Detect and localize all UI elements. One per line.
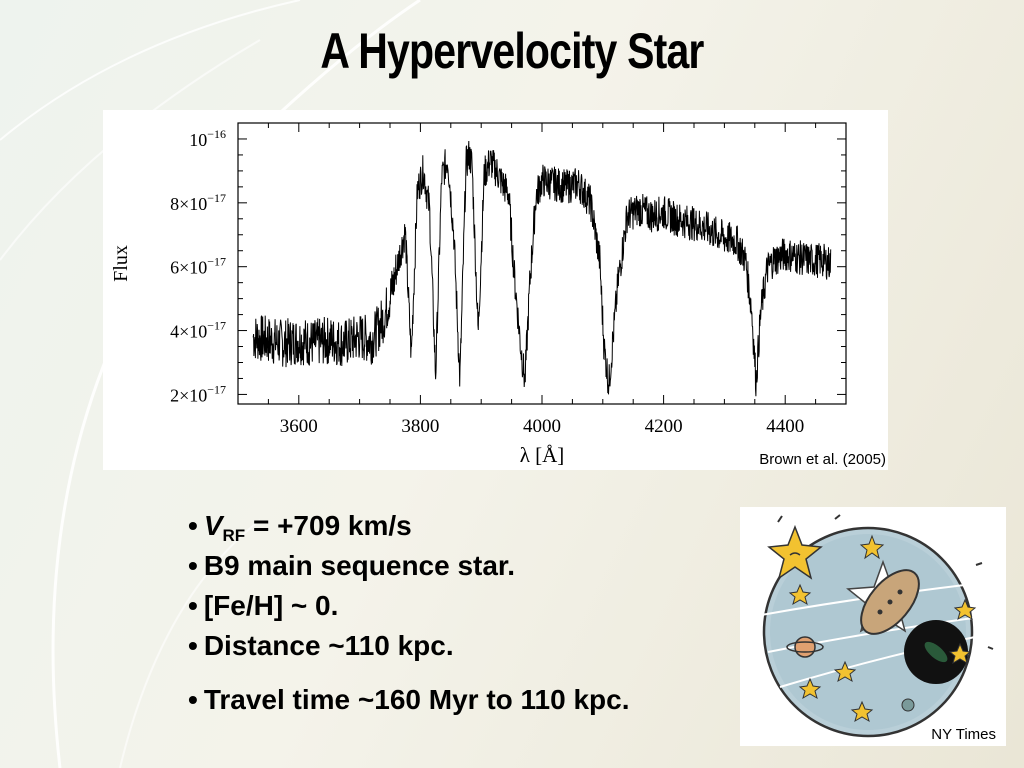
spectrum-plot: 3600 3800 4000 4200 4400 2×10−17 4×10−17 6×10−1…: [110, 122, 847, 467]
bullet-glyph: •: [188, 684, 198, 715]
chart-credit: Brown et al. (2005): [759, 451, 886, 468]
x-tick-label: 4000: [523, 416, 561, 437]
y-tick-label: 10−16: [189, 127, 226, 150]
planet-icon: [786, 636, 824, 658]
x-axis-label: λ [Å]: [520, 443, 565, 467]
bullet-distance: • Distance ~110 kpc.: [188, 626, 748, 666]
bullet-metallicity: • [Fe/H] ~ 0.: [188, 586, 748, 626]
y-tick-label: 6×10−17: [170, 255, 226, 278]
bullet-text: B9 main sequence star.: [203, 550, 516, 581]
image-credit: NY Times: [931, 726, 996, 743]
bullet-velocity: • VRF = +709 km/s: [188, 506, 748, 546]
y-tick-label: 8×10−17: [170, 191, 226, 214]
bullet-text: [Fe/H] ~ 0.: [203, 590, 339, 621]
bullet-list: • VRF = +709 km/s • B9 main sequence star.…: [188, 506, 748, 720]
bullet-travel-time: • Travel time ~160 Myr to 110 kpc.: [188, 680, 748, 720]
cartoon-illustration: [749, 514, 994, 738]
cartoon-image: NY Times: [740, 507, 1006, 746]
bullet-spectral-type: • B9 main sequence star.: [188, 546, 748, 586]
bullet-glyph: •: [188, 630, 198, 661]
spectrum-chart: 3600 3800 4000 4200 4400 2×10−17 4×10−17 6×10−1…: [103, 110, 888, 470]
spectrum-line: [252, 140, 832, 397]
velocity-value: = +709 km/s: [245, 510, 412, 541]
bullet-glyph: •: [188, 550, 198, 581]
bullet-glyph: •: [188, 590, 198, 621]
bullet-text: Travel time ~160 Myr to 110 kpc.: [203, 684, 630, 715]
y-tick-label: 4×10−17: [170, 319, 226, 342]
velocity-symbol: V: [203, 510, 223, 541]
y-axis-label: Flux: [110, 245, 132, 282]
shoe-icon: [860, 569, 920, 635]
x-tick-label: 4400: [766, 416, 804, 437]
velocity-subscript: RF: [222, 526, 246, 545]
x-tick-label: 3800: [401, 416, 439, 437]
bullet-text: Distance ~110 kpc.: [203, 630, 454, 661]
x-tick-label: 4200: [645, 416, 683, 437]
bullet-glyph: •: [188, 510, 198, 541]
slide-title: A Hypervelocity Star: [320, 23, 704, 79]
x-tick-label: 3600: [280, 416, 318, 437]
y-tick-label: 2×10−17: [170, 382, 226, 405]
